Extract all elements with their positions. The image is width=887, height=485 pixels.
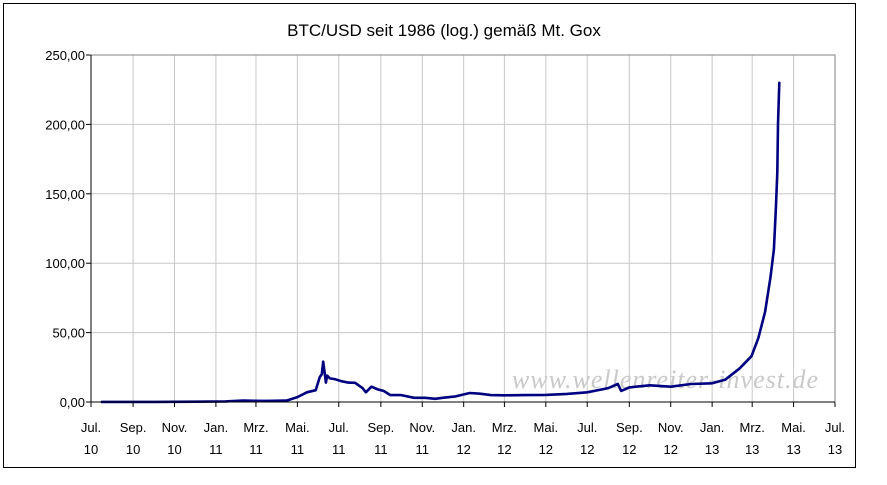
x-tick-year: 11: [416, 442, 430, 457]
chart-title: BTC/USD seit 1986 (log.) gemäß Mt. Gox: [287, 21, 601, 40]
x-tick-year: 11: [332, 442, 346, 457]
x-tick-year: 12: [456, 442, 470, 457]
x-tick-month: Mai.: [534, 420, 559, 435]
x-tick-month: Mrz.: [243, 420, 268, 435]
x-tick-month: Mrz.: [740, 420, 765, 435]
x-tick-month: Jan.: [700, 420, 725, 435]
y-tick-label: 100,00: [45, 256, 85, 271]
x-tick-month: Jan.: [451, 420, 476, 435]
x-tick-year: 13: [705, 442, 719, 457]
y-tick-label: 250,00: [45, 48, 85, 63]
x-tick-year: 10: [126, 442, 140, 457]
x-tick-month: Nov.: [658, 420, 684, 435]
x-tick-year: 12: [663, 442, 677, 457]
x-tick-year: 11: [291, 442, 305, 457]
x-tick-month: Mai.: [781, 420, 806, 435]
y-tick-label: 150,00: [45, 187, 85, 202]
x-tick-labels: Jul. 10 Sep. 10 Nov. 10 Jan. 11 Mrz. 11 Mai. 11 Jul.…: [81, 420, 845, 457]
x-tick-month: Mai.: [285, 420, 310, 435]
x-tick-month: Mrz.: [492, 420, 517, 435]
y-tick-label: 200,00: [45, 117, 85, 132]
x-tick-year: 12: [622, 442, 636, 457]
x-tick-year: 11: [249, 442, 263, 457]
series-layer: [100, 81, 781, 404]
x-tick-year: 13: [745, 442, 759, 457]
x-tick-year: 10: [167, 442, 181, 457]
x-tick-month: Jul.: [825, 420, 845, 435]
x-tick-year: 10: [84, 442, 98, 457]
x-tick-month: Sep.: [616, 420, 643, 435]
x-tick-year: 13: [828, 442, 842, 457]
y-tick-labels: 0,00 50,00 100,00 150,00 200,00 250,00: [45, 48, 85, 410]
plot-area-border: [90, 54, 836, 403]
x-tick-year: 13: [786, 442, 800, 457]
x-tick-month: Sep.: [367, 420, 394, 435]
x-tick-month: Jul.: [329, 420, 349, 435]
btc-usd-chart: BTC/USD seit 1986 (log.) gemäß Mt. Gox w…: [45, 21, 845, 457]
x-tick-year: 12: [539, 442, 553, 457]
x-tick-month: Nov.: [409, 420, 435, 435]
x-tick-year: 11: [209, 442, 223, 457]
y-tick-label: 50,00: [52, 326, 85, 341]
axes: [86, 54, 836, 407]
x-tick-month: Sep.: [120, 420, 147, 435]
x-tick-month: Jan.: [204, 420, 229, 435]
grid-lines: [90, 54, 836, 402]
y-tick-label: 0,00: [60, 395, 85, 410]
x-tick-month: Jul.: [81, 420, 101, 435]
series-line: [100, 81, 781, 404]
x-tick-year: 12: [497, 442, 511, 457]
watermark: www.wellenreiter-invest.de: [512, 365, 819, 394]
x-tick-month: Jul.: [577, 420, 597, 435]
chart-frame: BTC/USD seit 1986 (log.) gemäß Mt. Gox w…: [3, 3, 856, 468]
x-tick-year: 11: [374, 442, 388, 457]
x-tick-month: Nov.: [162, 420, 188, 435]
x-tick-year: 12: [580, 442, 594, 457]
